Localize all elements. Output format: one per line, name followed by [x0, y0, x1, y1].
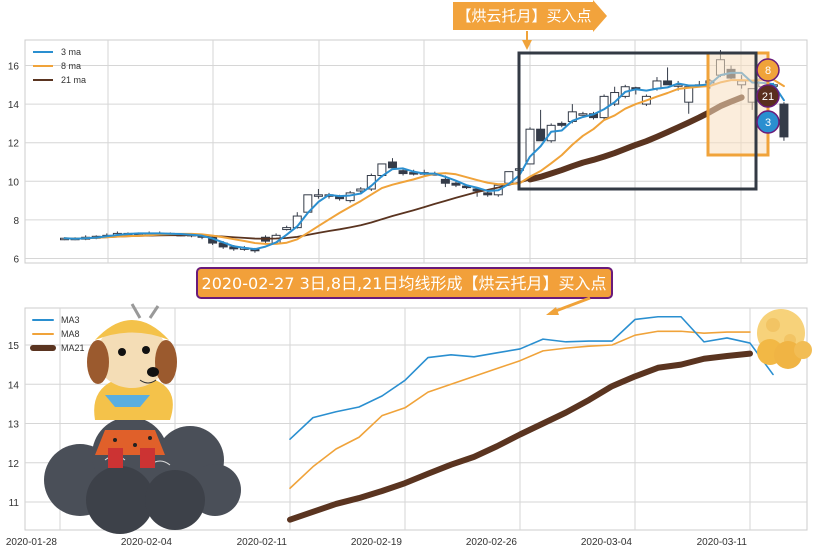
candle	[345, 190, 355, 203]
banner-arrow-head-icon	[546, 307, 559, 315]
candle-body	[578, 113, 588, 116]
bottom-ma21-line	[287, 350, 753, 523]
legend-label: 3 ma	[61, 47, 81, 57]
bottom-x-tick-label: 2020-02-19	[351, 537, 403, 548]
top-ma3-line	[63, 71, 785, 251]
candle-body	[536, 128, 546, 142]
bottom-x-tick-label: 2020-02-04	[121, 537, 173, 548]
candle-body	[557, 122, 567, 126]
top-y-tick-label: 8	[13, 216, 19, 227]
highlight-box-dark	[517, 51, 758, 191]
candle-body	[387, 161, 397, 169]
ma-badge-circle	[756, 84, 780, 108]
candle	[557, 121, 567, 128]
candle	[451, 181, 461, 188]
candle	[663, 67, 673, 86]
bottom-x-tick-label: 2020-03-04	[581, 537, 633, 548]
banner-arrow-shaft	[552, 296, 591, 314]
bottom-ma3-line	[289, 315, 774, 441]
legend-label: MA8	[61, 329, 80, 339]
bottom-banner	[196, 267, 613, 299]
top-y-tick-label: 14	[8, 100, 20, 111]
bottom-banner-text: 2020-02-27 3日,8日,21日均线形成【烘云托月】买入点	[202, 274, 607, 293]
candle-body	[779, 103, 789, 138]
legend-label: MA21	[61, 343, 85, 353]
candle-body	[282, 227, 292, 231]
top-ma21-line-highlighted	[527, 94, 745, 183]
moon-icon	[757, 309, 812, 369]
candle-body	[684, 86, 694, 103]
ma-badge-circle	[756, 110, 780, 134]
top-y-tick-label: 16	[8, 62, 20, 73]
candle-body	[313, 194, 323, 197]
bottom-x-tick-label: 2020-02-11	[237, 537, 288, 548]
candle	[313, 189, 323, 199]
top-y-tick-label: 12	[8, 139, 20, 150]
candle-body	[663, 80, 673, 86]
top-plot-area	[24, 39, 808, 264]
candle-body	[483, 192, 493, 196]
dog-icon	[87, 303, 177, 468]
legend-label: 8 ma	[61, 61, 81, 71]
candle	[779, 102, 789, 141]
top-y-tick-label: 6	[13, 255, 19, 266]
callout-arrow-head-icon	[522, 40, 532, 50]
ma-badge-label: 21	[762, 91, 774, 103]
top-callout-shape	[453, 0, 607, 32]
dog-on-cloud-illustration	[44, 303, 241, 534]
candle-body	[525, 128, 535, 165]
ma-badge-label: 3	[765, 117, 771, 129]
bottom-y-tick-label: 15	[8, 341, 20, 352]
bottom-y-tick-label: 11	[9, 498, 20, 509]
bottom-y-tick-label: 12	[8, 459, 20, 470]
candle-body	[440, 178, 450, 184]
ma-badge-circle	[756, 58, 780, 82]
bottom-legend: MA3 MA8 MA21	[30, 315, 85, 353]
bottom-x-tick-label: 2020-02-26	[466, 537, 518, 548]
bottom-x-tick-label: 2020-03-11	[697, 537, 748, 548]
candlestick-panel: 6 8 10 12 14 16 8 21 3 【烘云托月】买入点 3 ma 8 ma 21 ma	[8, 0, 808, 266]
bottom-y-tick-label: 13	[8, 420, 20, 431]
top-y-tick-label: 10	[8, 177, 20, 188]
candle	[578, 111, 588, 116]
candle	[387, 158, 397, 169]
legend-label: MA3	[61, 315, 80, 325]
candle-body	[398, 170, 408, 175]
ma-badge-label: 8	[765, 65, 771, 77]
top-legend: 3 ma 8 ma 21 ma	[33, 47, 86, 85]
candle-body	[345, 192, 355, 202]
legend-label: 21 ma	[61, 75, 86, 85]
bottom-x-tick-label: 2020-01-28	[6, 537, 58, 548]
top-callout-text: 【烘云托月】买入点	[456, 7, 591, 25]
candle-body	[451, 182, 461, 186]
candle	[536, 109, 546, 142]
bottom-ma8-line	[289, 330, 751, 490]
ma-line-panel: 2020-01-28 2020-02-04 2020-02-11 2020-02-19…	[6, 267, 812, 548]
bottom-y-tick-label: 14	[8, 380, 20, 391]
candle	[282, 225, 292, 231]
